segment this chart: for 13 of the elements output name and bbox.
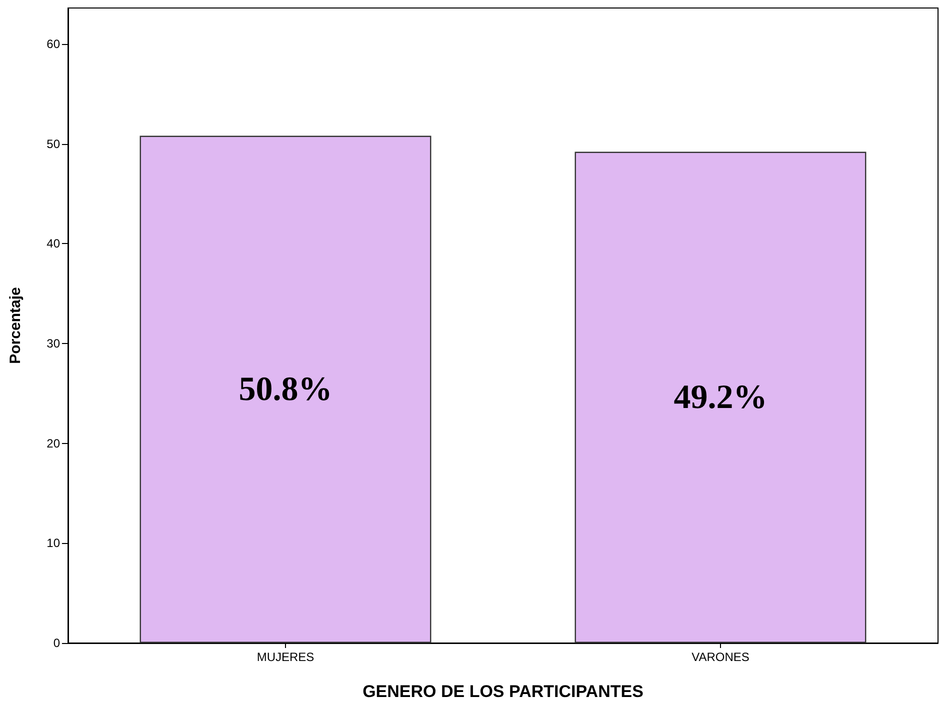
- data-label: 50.8%: [238, 370, 332, 408]
- y-tick-label: 0: [53, 636, 60, 650]
- x-tick-label: MUJERES: [256, 650, 314, 664]
- y-tick-label: 60: [46, 36, 60, 51]
- y-tick-label: 50: [46, 136, 60, 151]
- y-tick-label: 30: [46, 336, 60, 350]
- x-axis-title: GENERO DE LOS PARTICIPANTES: [362, 682, 644, 701]
- x-tick-label: VARONES: [692, 650, 750, 664]
- data-label: 49.2%: [674, 378, 768, 416]
- y-tick-label: 10: [46, 536, 60, 550]
- y-axis-title: Porcentaje: [7, 287, 24, 364]
- y-tick-label: 40: [46, 236, 60, 251]
- y-tick-label: 20: [46, 436, 60, 450]
